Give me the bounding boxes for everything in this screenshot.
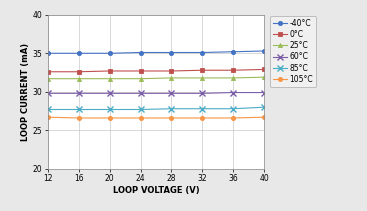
60°C	[169, 92, 174, 95]
60°C	[108, 92, 112, 95]
0°C	[138, 70, 143, 72]
105°C	[108, 117, 112, 119]
0°C	[200, 69, 204, 72]
25°C	[231, 77, 236, 79]
0°C	[262, 68, 266, 71]
-40°C	[262, 50, 266, 52]
25°C	[46, 77, 50, 80]
Line: 105°C: 105°C	[46, 115, 266, 120]
-40°C	[76, 52, 81, 54]
85°C	[138, 108, 143, 111]
0°C	[76, 70, 81, 73]
60°C	[200, 92, 204, 95]
85°C	[169, 107, 174, 110]
60°C	[231, 91, 236, 94]
-40°C	[200, 51, 204, 54]
105°C	[200, 117, 204, 119]
0°C	[231, 69, 236, 72]
X-axis label: LOOP VOLTAGE (V): LOOP VOLTAGE (V)	[113, 186, 199, 195]
60°C	[262, 91, 266, 94]
105°C	[138, 117, 143, 119]
Y-axis label: LOOP CURRENT (mA): LOOP CURRENT (mA)	[21, 43, 30, 141]
105°C	[46, 116, 50, 118]
85°C	[46, 108, 50, 111]
25°C	[169, 77, 174, 79]
25°C	[76, 77, 81, 80]
0°C	[46, 70, 50, 73]
-40°C	[231, 50, 236, 53]
0°C	[108, 70, 112, 72]
0°C	[169, 70, 174, 72]
Legend: -40°C, 0°C, 25°C, 60°C, 85°C, 105°C: -40°C, 0°C, 25°C, 60°C, 85°C, 105°C	[270, 16, 316, 87]
105°C	[76, 117, 81, 119]
Line: 85°C: 85°C	[45, 104, 267, 112]
60°C	[46, 92, 50, 95]
85°C	[76, 108, 81, 111]
25°C	[262, 76, 266, 78]
Line: 0°C: 0°C	[46, 67, 266, 74]
105°C	[169, 117, 174, 119]
105°C	[262, 116, 266, 118]
85°C	[108, 108, 112, 111]
Line: 60°C: 60°C	[45, 90, 267, 96]
85°C	[200, 107, 204, 110]
-40°C	[169, 51, 174, 54]
25°C	[108, 77, 112, 80]
Line: -40°C: -40°C	[46, 49, 266, 55]
60°C	[76, 92, 81, 95]
85°C	[231, 107, 236, 110]
60°C	[138, 92, 143, 95]
-40°C	[108, 52, 112, 54]
25°C	[138, 77, 143, 80]
-40°C	[138, 51, 143, 54]
Line: 25°C: 25°C	[46, 75, 266, 81]
105°C	[231, 117, 236, 119]
25°C	[200, 77, 204, 79]
85°C	[262, 106, 266, 108]
-40°C	[46, 52, 50, 54]
